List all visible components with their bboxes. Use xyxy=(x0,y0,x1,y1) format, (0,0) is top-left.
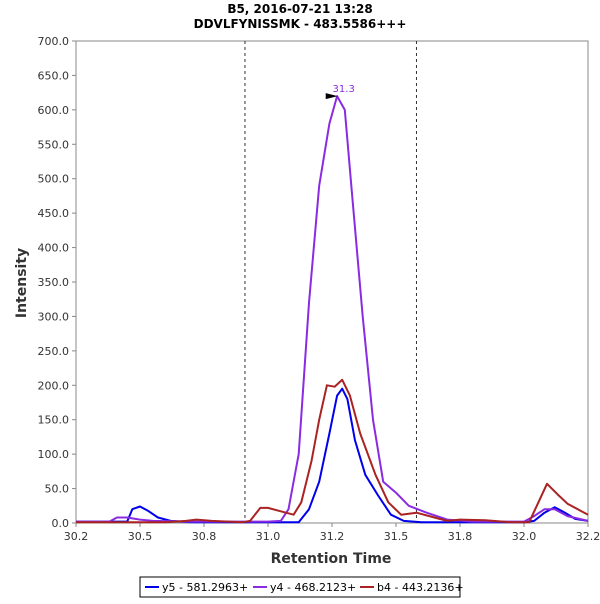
legend-item-label: b4 - 443.2136+ xyxy=(377,581,464,594)
y-axis-label: Intensity xyxy=(14,248,30,318)
y-tick-label: 50.0 xyxy=(45,483,70,496)
y-tick-label: 300.0 xyxy=(38,310,70,323)
x-tick-label: 32.2 xyxy=(576,530,600,543)
chart-subtitle: DDVLFYNISSMK - 483.5586+++ xyxy=(194,17,407,31)
series-line-y5 xyxy=(76,387,589,524)
y-tick-label: 350.0 xyxy=(38,276,70,289)
legend: y5 - 581.2963+ y4 - 468.2123+ b4 - 443.213… xyxy=(139,576,464,598)
legend-item-label: y5 - 581.2963+ xyxy=(162,581,248,594)
x-tick-label: 31.8 xyxy=(448,530,473,543)
y-tick-label: 700.0 xyxy=(38,35,70,48)
y-tick-label: 0.0 xyxy=(52,517,70,530)
x-tick-label: 30.5 xyxy=(128,530,153,543)
y-tick-label: 450.0 xyxy=(38,207,70,220)
y-tick-label: 500.0 xyxy=(38,173,70,186)
x-axis-label: Retention Time xyxy=(271,551,392,567)
x-tick-label: 30.2 xyxy=(64,530,89,543)
x-tick-label: 31.2 xyxy=(320,530,345,543)
y-tick-label: 200.0 xyxy=(38,379,70,392)
peak-arrow-icon xyxy=(325,93,338,100)
peak-label: 31.3 xyxy=(333,84,355,95)
y-tick-label: 250.0 xyxy=(38,345,70,358)
chart-title: B5, 2016-07-21 13:28 xyxy=(227,2,372,16)
y-tick-label: 550.0 xyxy=(38,138,70,151)
series-line-b4 xyxy=(76,378,589,524)
x-tick-label: 30.8 xyxy=(192,530,217,543)
x-tick-label: 31.0 xyxy=(256,530,281,543)
x-tick-label: 31.5 xyxy=(384,530,409,543)
legend-item-label: y4 - 468.2123+ xyxy=(270,581,356,594)
y-tick-label: 150.0 xyxy=(38,414,70,427)
plot-area xyxy=(75,40,589,524)
y-tick-label: 100.0 xyxy=(38,448,70,461)
y-tick-label: 650.0 xyxy=(38,69,70,82)
y-tick-label: 600.0 xyxy=(38,104,70,117)
x-tick-label: 32.0 xyxy=(512,530,537,543)
y-tick-label: 400.0 xyxy=(38,242,70,255)
